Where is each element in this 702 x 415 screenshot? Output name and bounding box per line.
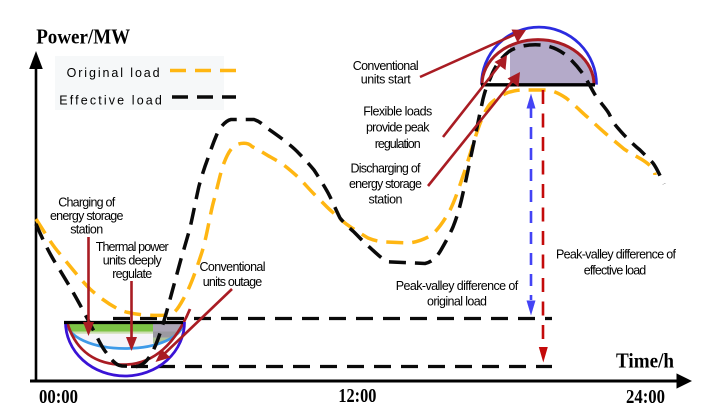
svg-text:regulate: regulate	[112, 267, 152, 281]
svg-text:units start: units start	[361, 73, 412, 87]
svg-text:energy storage: energy storage	[50, 209, 124, 223]
svg-text:Power/MW: Power/MW	[36, 25, 130, 49]
svg-text:station: station	[70, 223, 103, 237]
svg-text:24:00: 24:00	[626, 386, 665, 408]
svg-text:effective load: effective load	[584, 264, 647, 278]
svg-text:energy storage: energy storage	[349, 177, 422, 191]
svg-text:12:00: 12:00	[338, 385, 376, 407]
svg-text:original load: original load	[427, 295, 487, 309]
svg-text:Flexible loads: Flexible loads	[363, 105, 432, 119]
svg-text:Conventional: Conventional	[200, 260, 266, 274]
svg-text:units outage: units outage	[203, 275, 263, 289]
svg-text:00:00: 00:00	[39, 386, 78, 408]
svg-text:Effective load: Effective load	[59, 94, 162, 108]
svg-text:provide peak: provide peak	[366, 121, 430, 135]
svg-text:Time/h: Time/h	[616, 349, 674, 373]
svg-text:Original load: Original load	[67, 66, 160, 80]
svg-text:units deeply: units deeply	[103, 254, 163, 268]
svg-text:station: station	[369, 193, 403, 207]
svg-text:Conventional: Conventional	[353, 59, 419, 73]
svg-text:Charging of: Charging of	[58, 196, 116, 210]
svg-text:Peak-valley difference of: Peak-valley difference of	[556, 248, 677, 262]
svg-text:Discharging of: Discharging of	[351, 162, 422, 176]
svg-text:regulation: regulation	[375, 137, 421, 151]
svg-text:Peak-valley difference of: Peak-valley difference of	[396, 279, 519, 293]
svg-text:Thermal power: Thermal power	[96, 240, 169, 254]
